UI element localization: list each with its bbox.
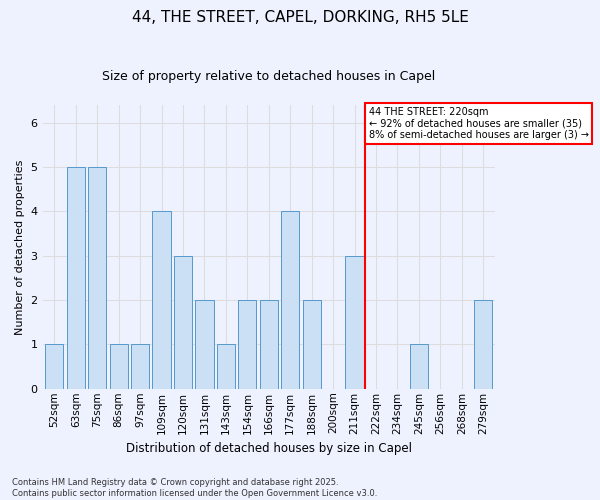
Bar: [196, 300, 214, 389]
Bar: [474, 300, 493, 389]
Title: Size of property relative to detached houses in Capel: Size of property relative to detached ho…: [102, 70, 436, 83]
Bar: [152, 212, 170, 389]
X-axis label: Distribution of detached houses by size in Capel: Distribution of detached houses by size …: [126, 442, 412, 455]
Text: 44, THE STREET, CAPEL, DORKING, RH5 5LE: 44, THE STREET, CAPEL, DORKING, RH5 5LE: [131, 10, 469, 25]
Bar: [110, 344, 128, 389]
Bar: [302, 300, 321, 389]
Bar: [410, 344, 428, 389]
Text: 44 THE STREET: 220sqm
← 92% of detached houses are smaller (35)
8% of semi-detac: 44 THE STREET: 220sqm ← 92% of detached …: [368, 107, 589, 140]
Bar: [217, 344, 235, 389]
Bar: [131, 344, 149, 389]
Bar: [281, 212, 299, 389]
Bar: [346, 256, 364, 389]
Bar: [238, 300, 256, 389]
Bar: [88, 167, 106, 389]
Bar: [45, 344, 64, 389]
Bar: [174, 256, 192, 389]
Bar: [260, 300, 278, 389]
Text: Contains HM Land Registry data © Crown copyright and database right 2025.
Contai: Contains HM Land Registry data © Crown c…: [12, 478, 377, 498]
Y-axis label: Number of detached properties: Number of detached properties: [15, 159, 25, 334]
Bar: [67, 167, 85, 389]
